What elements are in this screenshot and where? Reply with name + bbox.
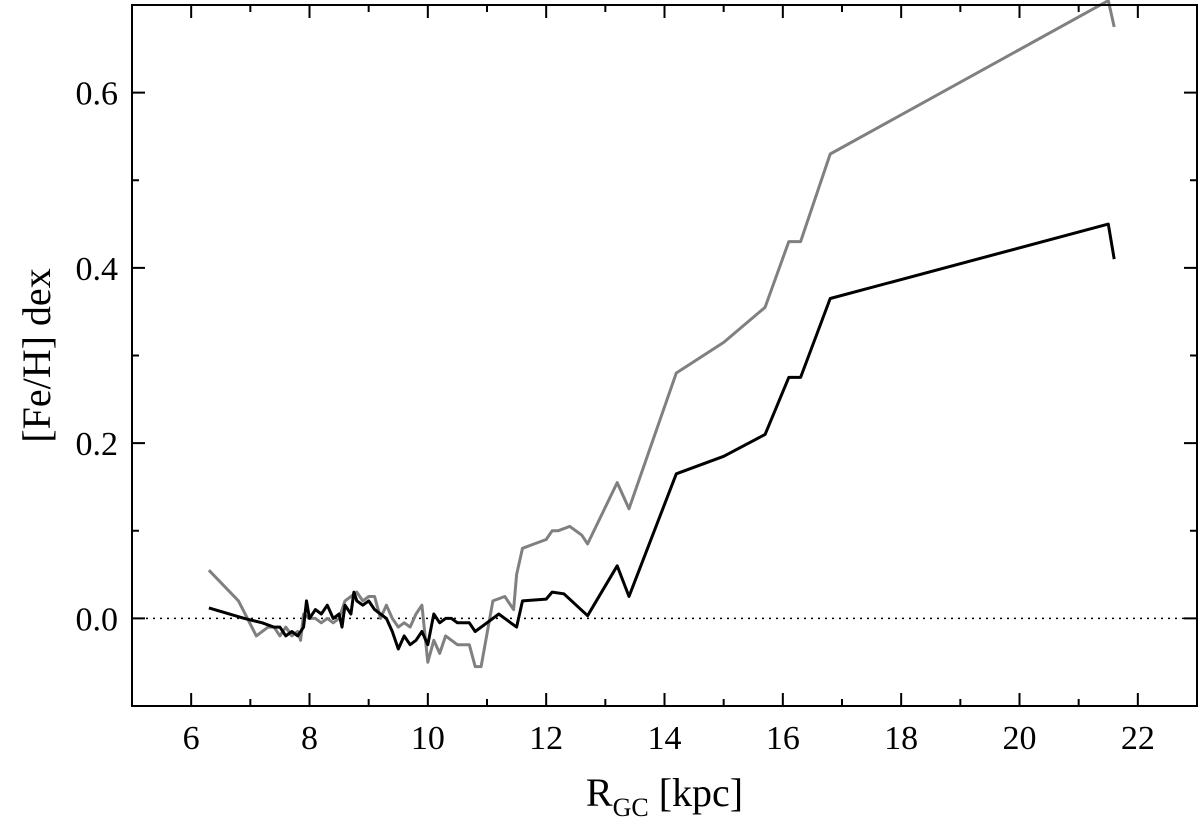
y-axis-title: [Fe/H] dex [14,268,59,442]
x-tick-label: 12 [529,720,563,757]
series-layer [207,0,1116,669]
x-tick-label: 20 [1003,720,1037,757]
x-tick-labels: 6 8 10 12 14 16 18 20 22 [183,720,1155,757]
y-tick-label: 0.6 [76,76,119,113]
x-tick-label: 14 [648,720,682,757]
x-tick-label: 18 [884,720,918,757]
plot-frame [131,4,1198,707]
major-ticks [132,5,1197,706]
x-axis-title-main: R [586,770,613,815]
x-tick-label: 10 [411,720,445,757]
x-tick-label: 6 [183,720,200,757]
x-tick-label: 22 [1121,720,1155,757]
series-line-2 [208,222,1116,651]
y-tick-label: 0.4 [76,251,119,288]
y-tick-label: 0.2 [76,426,119,463]
x-tick-label: 16 [766,720,800,757]
x-axis-title-subscript: GC [613,793,649,822]
x-tick-label: 8 [301,720,318,757]
minor-ticks [131,5,1198,707]
series-line-1 [207,0,1116,669]
x-axis-title-suffix: [kpc] [649,770,743,815]
y-tick-label: 0.0 [76,601,119,638]
y-tick-labels: 0.0 0.2 0.4 0.6 [76,76,119,639]
x-axis-title: RGC [kpc] [586,770,743,822]
